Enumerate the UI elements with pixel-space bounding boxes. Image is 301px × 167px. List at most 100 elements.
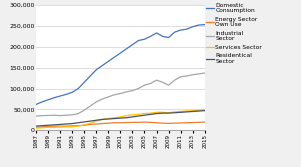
Industrial
Sector	[52, 114, 56, 116]
Industrial
Sector	[197, 73, 200, 75]
Energy Sector
Own Use	[34, 126, 38, 128]
Domestic
Consumption	[155, 32, 158, 34]
Domestic
Consumption	[101, 64, 104, 66]
Line: Energy Sector
Own Use: Energy Sector Own Use	[36, 122, 205, 127]
Residentical
Sector	[107, 118, 110, 120]
Industrial
Sector	[137, 88, 140, 90]
Residentical
Sector	[173, 112, 176, 114]
Domestic
Consumption	[131, 44, 134, 46]
Industrial
Sector	[95, 101, 98, 103]
Industrial
Sector	[185, 75, 188, 77]
Services Sector	[137, 113, 140, 115]
Energy Sector
Own Use	[191, 122, 194, 124]
Services Sector	[70, 126, 74, 128]
Energy Sector
Own Use	[167, 122, 170, 124]
Domestic
Consumption	[34, 103, 38, 105]
Industrial
Sector	[70, 114, 74, 116]
Industrial
Sector	[131, 90, 134, 92]
Services Sector	[82, 124, 86, 126]
Industrial
Sector	[34, 115, 38, 117]
Services Sector	[173, 111, 176, 113]
Industrial
Sector	[179, 76, 182, 78]
Energy Sector
Own Use	[155, 122, 158, 124]
Energy Sector
Own Use	[64, 125, 68, 127]
Services Sector	[101, 118, 104, 120]
Domestic
Consumption	[88, 75, 92, 77]
Energy Sector
Own Use	[88, 123, 92, 125]
Services Sector	[95, 120, 98, 122]
Residentical
Sector	[167, 112, 170, 114]
Services Sector	[76, 125, 80, 127]
Industrial
Sector	[203, 72, 206, 74]
Services Sector	[88, 122, 92, 124]
Energy Sector
Own Use	[197, 121, 200, 123]
Energy Sector
Own Use	[143, 121, 146, 123]
Energy Sector
Own Use	[76, 125, 80, 127]
Industrial
Sector	[64, 114, 68, 116]
Energy Sector
Own Use	[40, 126, 44, 128]
Residentical
Sector	[46, 124, 50, 126]
Residentical
Sector	[82, 121, 86, 123]
Line: Industrial
Sector: Industrial Sector	[36, 73, 205, 116]
Residentical
Sector	[88, 120, 92, 122]
Industrial
Sector	[161, 81, 164, 83]
Industrial
Sector	[58, 115, 62, 117]
Energy Sector
Own Use	[82, 124, 86, 126]
Line: Domestic
Consumption: Domestic Consumption	[36, 25, 205, 104]
Services Sector	[161, 111, 164, 113]
Energy Sector
Own Use	[203, 121, 206, 123]
Energy Sector
Own Use	[125, 122, 128, 124]
Energy Sector
Own Use	[52, 125, 56, 127]
Industrial
Sector	[82, 109, 86, 111]
Services Sector	[34, 127, 38, 129]
Residentical
Sector	[203, 110, 206, 112]
Residentical
Sector	[143, 114, 146, 116]
Domestic
Consumption	[40, 101, 44, 103]
Domestic
Consumption	[161, 35, 164, 37]
Services Sector	[40, 127, 44, 129]
Residentical
Sector	[149, 113, 152, 115]
Domestic
Consumption	[82, 81, 86, 83]
Industrial
Sector	[76, 113, 80, 115]
Residentical
Sector	[191, 111, 194, 113]
Residentical
Sector	[34, 125, 38, 127]
Domestic
Consumption	[173, 31, 176, 33]
Residentical
Sector	[113, 118, 116, 120]
Energy Sector
Own Use	[70, 125, 74, 127]
Residentical
Sector	[137, 115, 140, 117]
Energy Sector
Own Use	[107, 122, 110, 124]
Energy Sector
Own Use	[119, 122, 122, 124]
Services Sector	[58, 126, 62, 128]
Industrial
Sector	[149, 82, 152, 85]
Domestic
Consumption	[58, 95, 62, 97]
Residentical
Sector	[76, 122, 80, 124]
Services Sector	[197, 109, 200, 111]
Domestic
Consumption	[167, 37, 170, 39]
Services Sector	[185, 110, 188, 112]
Residentical
Sector	[125, 117, 128, 119]
Residentical
Sector	[185, 111, 188, 113]
Residentical
Sector	[64, 123, 68, 125]
Line: Services Sector: Services Sector	[36, 110, 205, 128]
Residentical
Sector	[95, 119, 98, 121]
Domestic
Consumption	[107, 60, 110, 62]
Energy Sector
Own Use	[101, 123, 104, 125]
Residentical
Sector	[70, 123, 74, 125]
Industrial
Sector	[143, 84, 146, 86]
Services Sector	[52, 126, 56, 128]
Domestic
Consumption	[179, 29, 182, 31]
Domestic
Consumption	[185, 28, 188, 30]
Services Sector	[143, 113, 146, 115]
Services Sector	[149, 112, 152, 114]
Energy Sector
Own Use	[161, 122, 164, 124]
Industrial
Sector	[173, 79, 176, 81]
Residentical
Sector	[131, 116, 134, 118]
Domestic
Consumption	[64, 93, 68, 95]
Industrial
Sector	[107, 96, 110, 98]
Domestic
Consumption	[197, 24, 200, 26]
Industrial
Sector	[191, 74, 194, 76]
Residentical
Sector	[155, 113, 158, 115]
Domestic
Consumption	[113, 56, 116, 58]
Services Sector	[191, 110, 194, 112]
Services Sector	[64, 126, 68, 128]
